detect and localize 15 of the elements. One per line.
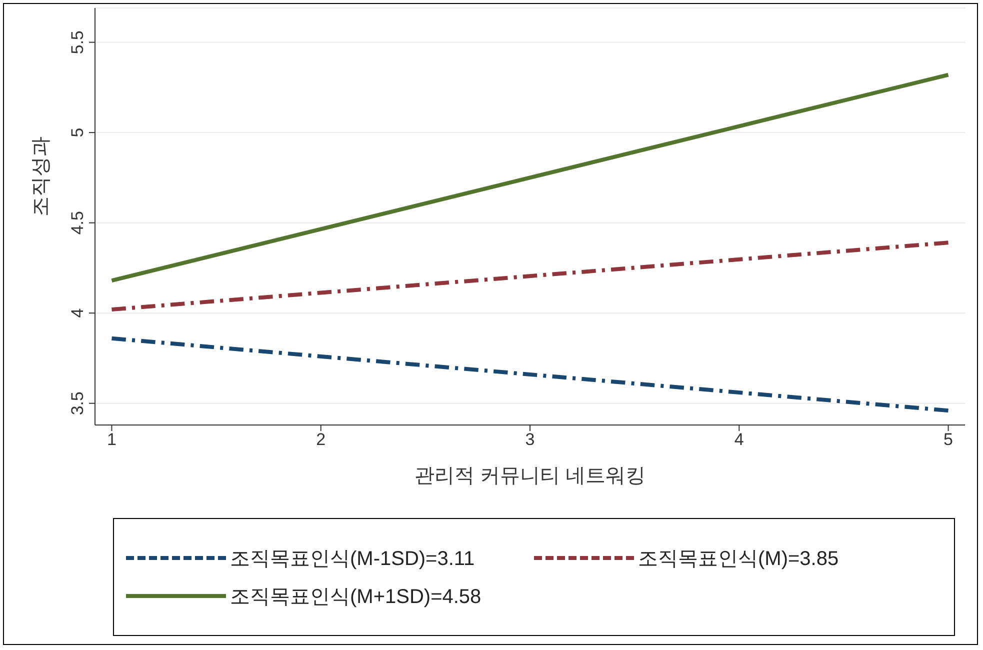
y-tick-label: 5.5	[68, 30, 87, 54]
x-tick-label: 2	[316, 430, 326, 450]
y-tick-label: 3.5	[68, 392, 87, 416]
x-tick-label: 3	[525, 430, 535, 450]
y-tick-label: 5	[68, 128, 87, 138]
y-tick-label: 4.5	[68, 211, 87, 235]
x-tick-label: 4	[734, 430, 744, 450]
x-tick-label: 1	[106, 430, 116, 450]
y-tick-label: 4	[68, 308, 87, 318]
y-axis-title: 조직성과	[30, 136, 52, 216]
legend-label: 조직목표인식(M+1SD)=4.58	[230, 584, 482, 610]
x-tick-label: 5	[944, 430, 954, 450]
legend-label: 조직목표인식(M-1SD)=3.11	[230, 546, 475, 572]
x-axis-title: 관리적 커뮤니티 네트워킹	[414, 465, 646, 487]
legend-label: 조직목표인식(M)=3.85	[638, 546, 839, 572]
